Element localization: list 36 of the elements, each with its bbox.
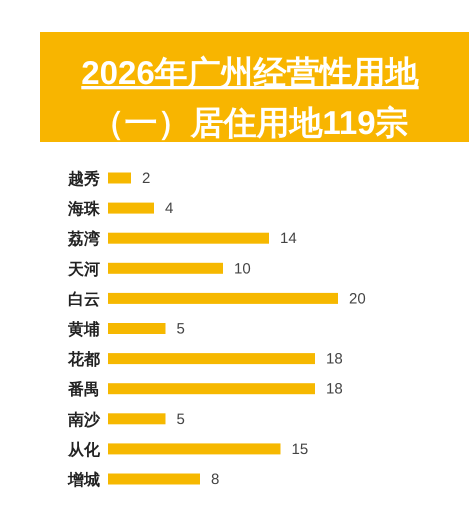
y-tick-label: 从化 [67,440,101,459]
y-tick-label: 花都 [67,350,100,369]
data-label: 14 [280,230,297,248]
bar [108,202,154,214]
data-label: 4 [165,200,174,218]
bar [108,413,166,424]
bar [108,443,280,454]
bar [108,353,315,364]
bar [108,262,223,274]
y-tick-label: 天河 [67,260,100,278]
data-label: 8 [211,471,220,488]
data-label: 20 [349,290,366,308]
bar [108,323,166,334]
data-label: 18 [326,350,343,368]
data-label: 2 [142,170,150,187]
y-tick-label: 增城 [67,471,100,489]
bar [108,232,269,244]
data-label: 5 [176,320,185,338]
data-label: 5 [176,410,185,428]
y-tick-label: 白云 [68,290,100,308]
y-tick-label: 黄埔 [67,320,100,338]
chart-subtitle: （一）居住用地119宗 [91,104,409,141]
bar [108,383,315,394]
chart-title: 2026年广州经营性用地 [81,54,420,91]
data-label: 18 [326,380,343,398]
y-tick-label: 番禺 [67,380,100,399]
data-label: 10 [234,260,251,278]
bar [108,474,200,484]
data-label: 15 [292,440,308,458]
y-tick-label: 南沙 [67,410,101,429]
y-tick-label: 海珠 [67,200,101,218]
bar [108,292,338,304]
header: 2026年广州经营性用地 （一）居住用地119宗 [40,32,469,142]
y-tick-label: 荔湾 [67,229,100,248]
bar [108,172,131,184]
y-tick-label: 越秀 [67,170,100,188]
